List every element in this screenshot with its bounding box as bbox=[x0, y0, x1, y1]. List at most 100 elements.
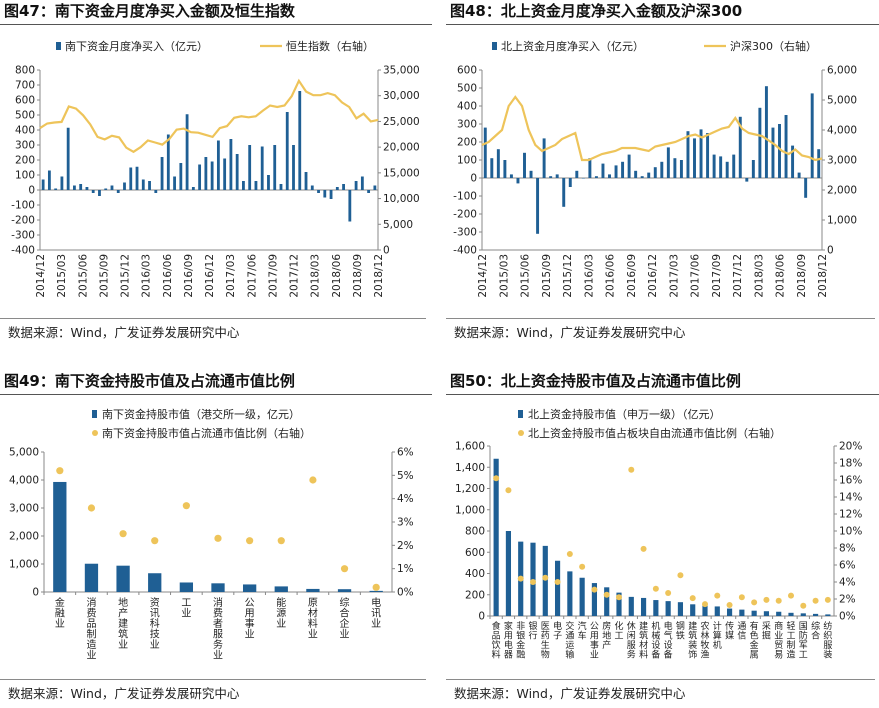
bar bbox=[483, 127, 487, 178]
y-tick-label: 300 bbox=[457, 119, 477, 131]
bar bbox=[771, 127, 775, 178]
y-tick-label: 400 bbox=[15, 125, 35, 137]
x-category-label: 采掘 bbox=[762, 621, 771, 642]
bar bbox=[666, 147, 670, 178]
y2-tick-label: 4,000 bbox=[827, 125, 857, 137]
x-category-label: 机械设备 bbox=[651, 620, 660, 661]
y2-tick-label: 2% bbox=[839, 594, 856, 606]
x-category-label: 地产建筑业 bbox=[118, 596, 128, 651]
y-tick-label: 1,400 bbox=[455, 462, 485, 474]
bar bbox=[542, 138, 546, 178]
bar bbox=[210, 161, 214, 190]
x-tick-label: 2016/12 bbox=[204, 254, 216, 298]
legend-label-bar: 北上资金持股市值（申万一级）（亿元） bbox=[528, 407, 721, 421]
bar bbox=[812, 613, 819, 616]
y2-tick-label: 0 bbox=[827, 245, 834, 257]
bar bbox=[104, 188, 108, 190]
y-tick-label: 600 bbox=[465, 547, 485, 559]
y2-tick-label: 3% bbox=[397, 517, 414, 529]
bar bbox=[791, 145, 795, 178]
bar bbox=[616, 592, 622, 616]
y-tick-label: 800 bbox=[15, 65, 35, 77]
x-category-label: 交通运输 bbox=[565, 620, 574, 661]
bar bbox=[60, 176, 64, 190]
x-tick-label: 2018/06 bbox=[331, 254, 343, 298]
y-tick-label: -100 bbox=[11, 200, 35, 212]
bar bbox=[568, 178, 572, 187]
x-tick-label: 2014/12 bbox=[477, 254, 489, 298]
bar bbox=[529, 170, 533, 178]
bar bbox=[503, 160, 507, 178]
bar bbox=[738, 116, 742, 178]
ratio-dot bbox=[714, 592, 721, 599]
ratio-dot bbox=[652, 585, 659, 592]
x-category-label: 计算机 bbox=[713, 620, 722, 651]
y-tick-label: 0 bbox=[470, 173, 477, 185]
x-category-label: 消费品制造业 bbox=[86, 596, 96, 662]
y-tick-label: 200 bbox=[15, 155, 35, 167]
bar bbox=[562, 178, 566, 207]
bar bbox=[248, 145, 252, 190]
bar bbox=[516, 178, 520, 184]
bar bbox=[608, 174, 611, 178]
ratio-dot bbox=[277, 537, 285, 545]
x-category-label: 原材料业 bbox=[308, 597, 318, 641]
bar bbox=[191, 187, 195, 190]
bar bbox=[567, 571, 573, 616]
x-category-label: 农林牧渔 bbox=[700, 620, 709, 661]
bar bbox=[110, 185, 114, 190]
bar bbox=[85, 187, 89, 190]
bar bbox=[329, 190, 333, 199]
bar bbox=[800, 613, 806, 616]
y-tick-label: 200 bbox=[457, 137, 477, 149]
ratio-dot bbox=[182, 502, 190, 510]
y-tick-label: 800 bbox=[465, 526, 485, 538]
bar bbox=[719, 156, 723, 178]
x-category-label: 化工 bbox=[614, 620, 623, 642]
source-note: 数据来源：Wind，广发证券发展研究中心 bbox=[454, 686, 686, 701]
x-tick-label: 2018/09 bbox=[796, 254, 808, 298]
panel-fig49: 图49：南下资金持股市值及占流通市值比例 南下资金持股市值（港交所一级，亿元）南… bbox=[0, 370, 432, 708]
bar bbox=[702, 605, 708, 616]
x-tick-label: 2017/09 bbox=[267, 254, 279, 298]
x-category-label: 有色金属 bbox=[750, 620, 759, 661]
ratio-dot bbox=[616, 594, 622, 601]
y2-tick-label: 20% bbox=[839, 441, 862, 453]
x-tick-label: 2018/09 bbox=[352, 254, 364, 298]
bar bbox=[634, 170, 638, 178]
bar bbox=[323, 190, 327, 198]
x-tick-label: 2015/03 bbox=[56, 254, 68, 298]
y2-tick-label: 15,000 bbox=[383, 167, 420, 179]
bar bbox=[614, 165, 618, 178]
x-category-label: 轻工制造 bbox=[786, 620, 795, 661]
ratio-dot bbox=[628, 466, 635, 473]
bar bbox=[310, 185, 314, 190]
chart-northbound-flow: 北上资金月度净买入（亿元） 沪深300（右轴） -400 -300 -200 -100 0 1… bbox=[453, 39, 857, 298]
ratio-dot bbox=[214, 534, 222, 542]
x-tick-label: 2015/09 bbox=[98, 254, 110, 298]
ratio-dot bbox=[824, 596, 831, 603]
ratio-dot bbox=[689, 595, 696, 602]
ratio-dot bbox=[119, 530, 127, 538]
x-tick-label: 2018/12 bbox=[373, 254, 385, 298]
bar bbox=[542, 545, 548, 616]
y-tick-label: 0 bbox=[28, 185, 35, 197]
chart-title: 图49：南下资金持股市值及占流通市值比例 bbox=[0, 370, 432, 395]
bar bbox=[555, 174, 559, 178]
index-line bbox=[481, 95, 823, 162]
x-tick-label: 2015/12 bbox=[120, 254, 132, 298]
bar bbox=[751, 610, 757, 616]
bar bbox=[166, 134, 170, 190]
legend-label-bar: 南下资金持股市值（港交所一级，亿元） bbox=[102, 407, 300, 421]
panel-fig48: 图48：北上资金月度净买入金额及沪深300 北上资金月度净买入（亿元） 沪深300… bbox=[446, 0, 879, 345]
x-category-label: 综合企业 bbox=[340, 596, 350, 641]
legend-label-bar: 南下资金月度净买入（亿元） bbox=[65, 39, 208, 53]
x-category-label: 公用事业 bbox=[590, 621, 599, 661]
bar bbox=[732, 154, 736, 178]
bar bbox=[509, 174, 513, 178]
bar bbox=[699, 129, 703, 178]
x-tick-label: 2018/03 bbox=[310, 254, 322, 298]
bar bbox=[640, 176, 644, 178]
y2-tick-label: 5,000 bbox=[383, 219, 413, 231]
bar bbox=[673, 158, 677, 178]
